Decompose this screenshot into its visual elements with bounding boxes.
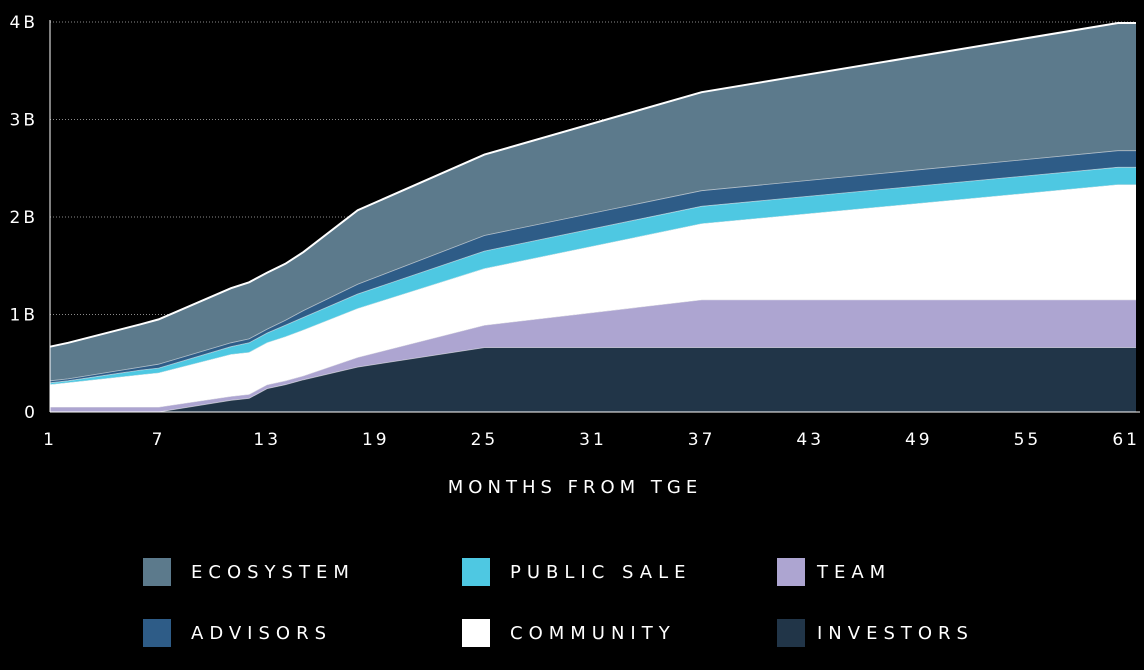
area-public-sale xyxy=(50,167,1136,385)
x-axis-title: MONTHS FROM TGE xyxy=(448,477,702,498)
y-tick-label: 2B xyxy=(10,208,38,228)
legend-label: ECOSYSTEM xyxy=(191,561,355,583)
x-tick-label: 37 xyxy=(688,430,716,450)
boundary-line xyxy=(49,184,1136,386)
y-tick-label: 4B xyxy=(10,13,38,33)
x-tick-label: 1 xyxy=(43,430,57,450)
area-investors xyxy=(50,347,1136,412)
x-tick-label: 49 xyxy=(905,430,933,450)
legend-swatch-public-sale xyxy=(462,558,490,586)
x-tick-label: 13 xyxy=(253,430,281,450)
legend-label: ADVISORS xyxy=(191,622,333,644)
x-tick-label: 25 xyxy=(471,430,499,450)
legend-swatch-advisors xyxy=(143,619,171,647)
area-ecosystem xyxy=(50,23,1136,381)
legend-label: PUBLIC SALE xyxy=(510,561,692,583)
x-tick-label: 7 xyxy=(152,430,166,450)
series-areas xyxy=(49,22,1136,413)
x-tick-label: 61 xyxy=(1112,430,1140,450)
legend-item-team: TEAM xyxy=(777,558,891,586)
y-tick-label: 0 xyxy=(24,403,38,423)
x-tick-label: 55 xyxy=(1014,430,1042,450)
x-tick-label: 43 xyxy=(796,430,824,450)
legend-item-public-sale: PUBLIC SALE xyxy=(462,558,691,586)
x-tick-label: 19 xyxy=(362,430,390,450)
x-tick-label: 31 xyxy=(579,430,607,450)
legend-swatch-ecosystem xyxy=(143,558,171,586)
area-advisors xyxy=(50,150,1136,383)
legend-swatch-community xyxy=(462,619,490,647)
y-tick-label: 3B xyxy=(10,111,38,131)
legend-item-advisors: ADVISORS xyxy=(143,619,332,647)
legend-item-ecosystem: ECOSYSTEM xyxy=(143,558,355,586)
legend-label: INVESTORS xyxy=(817,622,974,644)
area-team xyxy=(50,299,1136,412)
legend-label: TEAM xyxy=(817,561,892,583)
area-community xyxy=(50,184,1136,408)
legend-item-community: COMMUNITY xyxy=(462,619,676,647)
legend-swatch-investors xyxy=(777,619,805,647)
boundary-line xyxy=(49,150,1136,382)
total-line xyxy=(49,22,1136,348)
legend-label: COMMUNITY xyxy=(510,622,676,644)
legend-swatch-team xyxy=(777,558,805,586)
boundary-line xyxy=(50,299,1136,408)
y-tick-label: 1B xyxy=(10,306,38,326)
boundary-line xyxy=(49,166,1136,384)
axes: 0 1B 2B 3B 4B 1 7 13 19 25 31 37 43 49 55 61 xyxy=(10,13,1140,450)
legend-item-investors: INVESTORS xyxy=(777,619,974,647)
